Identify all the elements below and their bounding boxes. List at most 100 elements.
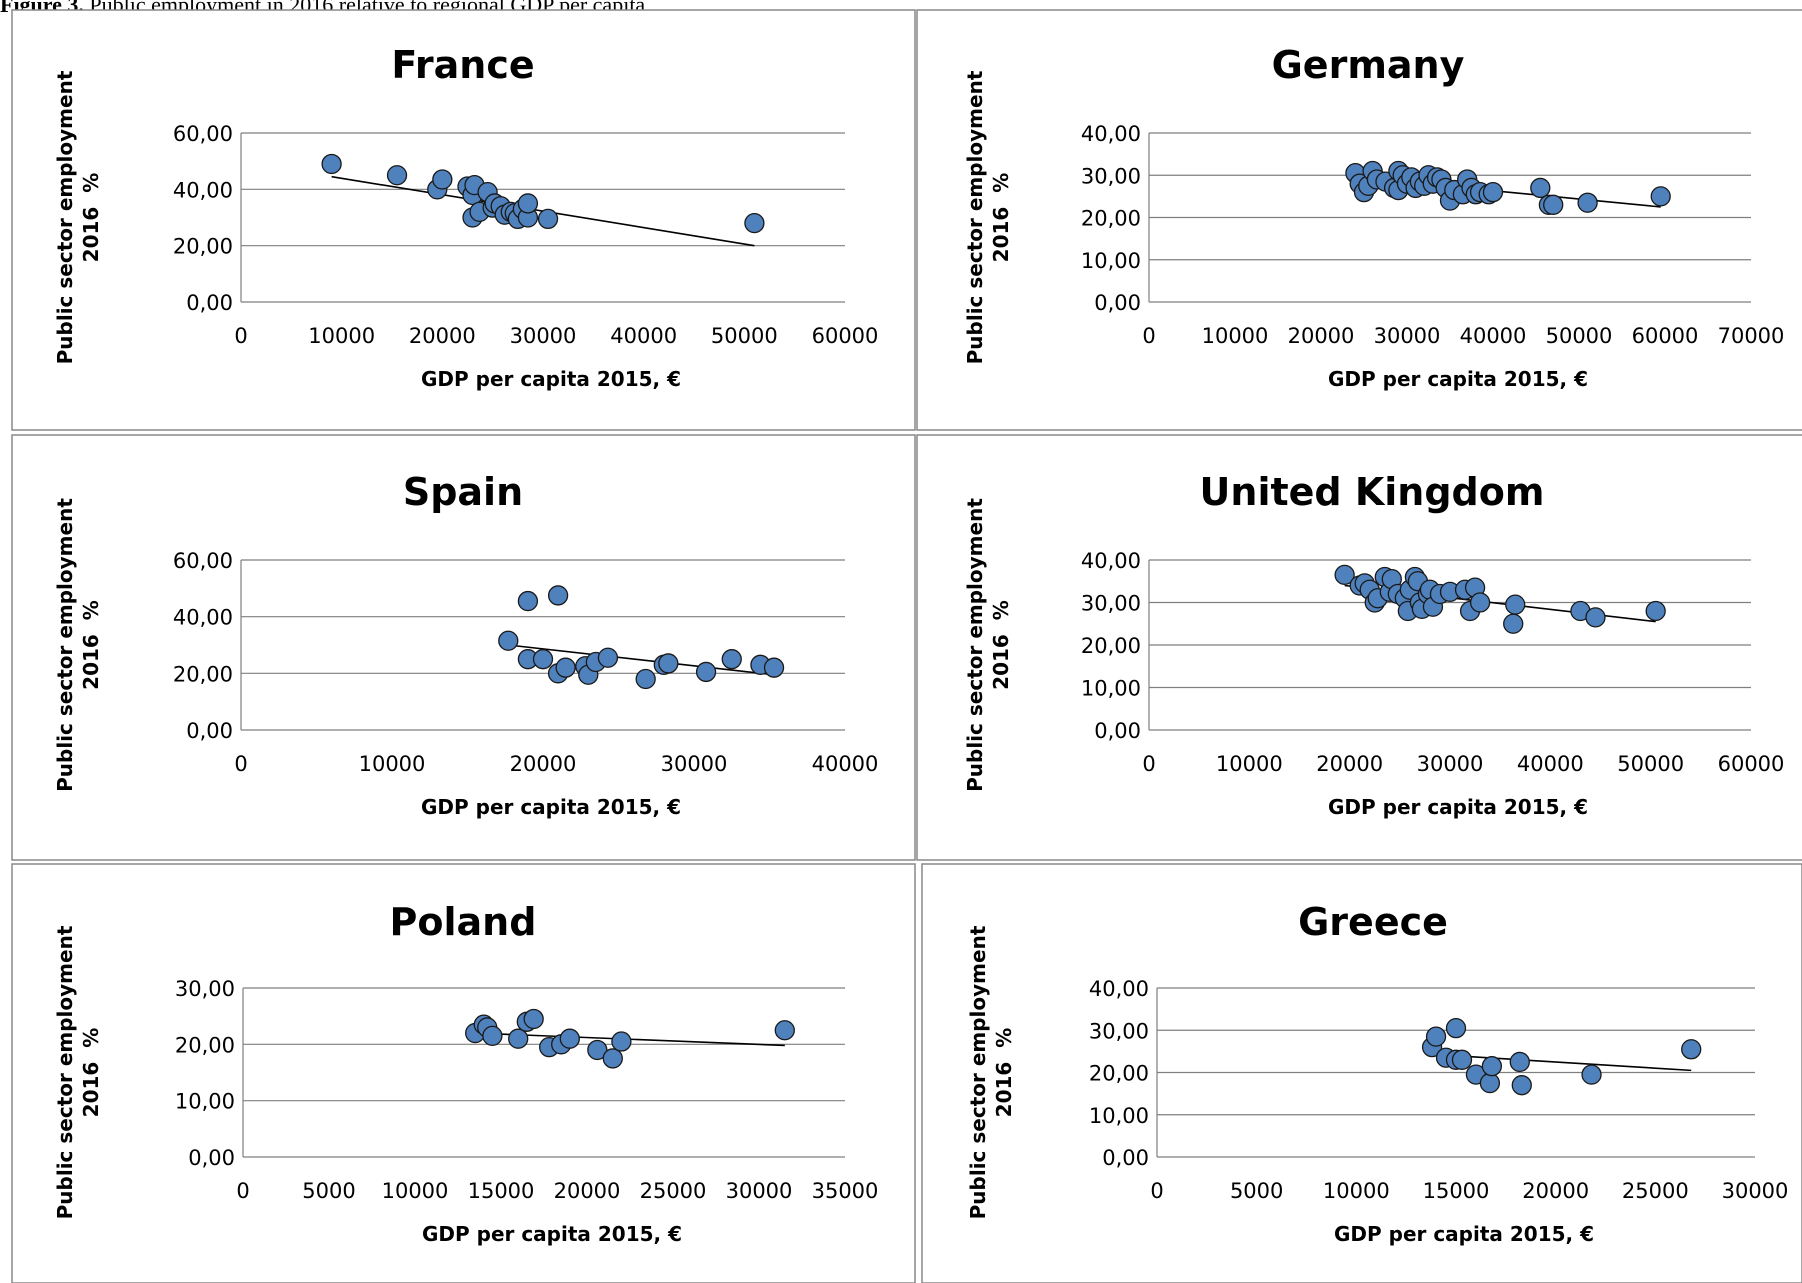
chart-panel: 0,00 10,00 20,00 30,00 40,00 0 10000 20000 30000… [916,434,1802,861]
y-tick-label: 0,00 [186,719,233,743]
x-tick-label: 50000 [1546,324,1613,348]
data-point [774,1020,795,1041]
data-point [1505,594,1526,615]
chart-title: United Kingdom [1200,470,1545,514]
y-tick-label: 0,00 [1094,291,1141,315]
data-point [537,208,559,230]
data-point [1645,600,1666,622]
x-tick-label: 20000 [510,752,577,776]
x-tick-label: 30000 [510,324,577,348]
x-tick-label: 10000 [359,752,426,776]
x-tick-label: 5000 [302,1179,355,1203]
data-point [532,649,554,670]
x-tick-label: 60000 [1718,752,1785,776]
y-tick-label: 20,00 [173,235,233,259]
y-axis-label: Public sector employment [53,925,77,1219]
x-tick-label: 60000 [1632,324,1699,348]
data-point [1503,613,1524,634]
data-point [1482,181,1504,203]
x-tick-label: 20000 [554,1179,621,1203]
y-axis-label-line2: 2016 % [79,1028,103,1118]
data-point [1481,1056,1503,1077]
data-point [695,661,717,683]
x-tick-label: 10000 [382,1179,449,1203]
data-point [1469,592,1491,613]
x-axis-label: GDP per capita 2015, € [421,795,681,819]
y-axis-label: Public sector employment [966,925,990,1219]
data-point [1445,1017,1467,1039]
chart-title: Spain [403,470,523,514]
data-point [744,212,765,234]
x-tick-label: 30000 [1417,752,1484,776]
trendline [1432,1053,1692,1072]
data-point [517,193,539,214]
x-tick-label: 20000 [1316,752,1383,776]
y-tick-label: 40,00 [1081,122,1141,146]
y-tick-label: 20,00 [175,1033,235,1057]
x-tick-label: 30000 [726,1179,793,1203]
data-point [508,1028,529,1049]
x-tick-label: 0 [234,752,247,776]
y-tick-label: 40,00 [173,178,233,202]
y-tick-label: 30,00 [175,977,235,1001]
x-tick-label: 30000 [661,752,728,776]
x-tick-label: 0 [1150,1179,1163,1203]
x-tick-label: 35000 [812,1179,879,1203]
data-point [1577,192,1598,213]
y-tick-label: 20,00 [1089,1062,1149,1086]
x-tick-label: 0 [1142,752,1155,776]
data-point [1479,1072,1501,1094]
x-tick-label: 0 [1142,324,1155,348]
x-tick-label: 25000 [640,1179,707,1203]
data-point [1530,177,1551,199]
data-point [432,169,453,190]
chart-panel: 0,00 20,00 40,00 60,00 0 10000 20000 30000 40000… [11,434,916,861]
x-tick-label: 20000 [1522,1179,1589,1203]
y-tick-label: 0,00 [186,291,233,315]
chart-panel: 0,00 10,00 20,00 30,00 40,00 0 5000 10000 15000 2… [921,863,1802,1283]
chart-title: Poland [390,900,537,944]
y-axis-label-line2: 2016 % [989,173,1013,263]
data-point [523,1008,544,1030]
data-point [1581,1064,1602,1085]
chart-frame [916,434,1802,861]
y-tick-label: 10,00 [1089,1104,1149,1128]
y-tick-label: 30,00 [1081,164,1141,188]
x-axis-label: GDP per capita 2015, € [1328,795,1588,819]
x-tick-label: 0 [236,1179,249,1203]
y-tick-label: 10,00 [1081,677,1141,701]
x-tick-label: 50000 [1617,752,1684,776]
chart-title: Germany [1272,43,1465,87]
x-tick-label: 40000 [812,752,879,776]
y-axis-label-line2: 2016 % [79,600,103,690]
data-point [763,657,785,678]
x-tick-label: 40000 [610,324,677,348]
y-tick-label: 10,00 [1081,249,1141,273]
data-point [1650,186,1671,207]
chart-panel: 0,00 10,00 20,00 30,00 0 5000 10000 15000 20000 2… [11,863,916,1283]
chart-frame [11,434,916,861]
data-point [602,1048,623,1069]
data-point [1334,564,1355,586]
chart-title: Greece [1298,900,1448,944]
y-tick-label: 20,00 [1081,207,1141,231]
data-point [1509,1051,1530,1073]
x-tick-label: 20000 [409,324,476,348]
y-axis-label: Public sector employment [963,498,987,792]
chart-frame [921,863,1802,1283]
x-tick-label: 60000 [812,324,879,348]
y-axis-label: Public sector employment [53,498,77,792]
x-axis-label: GDP per capita 2015, € [1328,367,1588,391]
y-tick-label: 60,00 [173,549,233,573]
x-tick-label: 10000 [1323,1179,1390,1203]
trendline [508,644,775,676]
chart-frame [916,9,1802,431]
x-tick-label: 10000 [308,324,375,348]
y-tick-label: 30,00 [1089,1019,1149,1043]
y-tick-label: 30,00 [1081,592,1141,616]
data-point [498,630,519,651]
data-point [1543,194,1564,215]
y-tick-label: 20,00 [1081,634,1141,658]
x-tick-label: 30000 [1374,324,1441,348]
